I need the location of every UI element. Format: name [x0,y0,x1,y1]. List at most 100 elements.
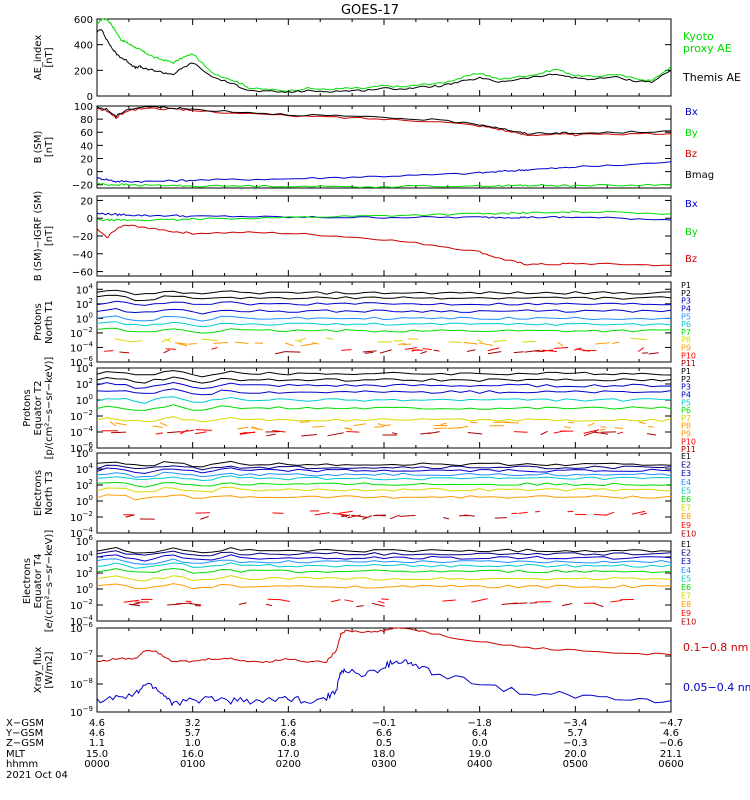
xaxis-value-z: 1.0 [185,738,201,749]
y-axis-label: Electrons [33,470,44,516]
legend-label-en-e2: E2 [681,461,691,470]
xaxis-value-x: 3.2 [185,718,201,729]
channel-line-pe-p4 [96,388,672,396]
channel-segment-pn-p11 [284,351,301,353]
y-axis-label: Xray_flux [33,647,44,694]
channel-line-pe-p3 [96,381,672,390]
xaxis-value-hhmm: 0500 [563,759,588,770]
channel-segment-pn-p11 [163,349,170,354]
xaxis-value-z: 0.0 [472,738,488,749]
channel-segment-ee-e10 [592,602,604,608]
channel-line-ee-e1 [96,546,672,554]
channel-segment-pn-p8 [522,340,536,343]
channel-segment-pe-p8 [587,422,595,427]
y-tick-label: −20 [72,232,93,243]
xaxis-row-label: X−GSM [6,718,44,729]
channel-segment-pe-p8 [109,421,117,427]
channel-segment-en-e9 [593,513,607,516]
channel-segment-pe-p10 [617,431,624,435]
series-line-xr-0108nm [97,627,672,664]
channel-segment-ee-e9 [331,599,341,603]
channel-segment-pn-p11 [524,349,540,353]
channel-segment-pe-p9 [447,427,461,429]
channel-segment-pe-p8 [384,424,391,427]
channel-line-ee-e6 [96,567,672,574]
legend-label-bi-by: By [685,227,698,238]
channel-segment-en-e10 [200,516,209,520]
legend-label-en-e7: E7 [681,504,691,513]
channel-line-en-e6 [96,481,672,488]
channel-segment-en-e10 [375,514,386,517]
legend-label-ee-e2: E2 [681,549,691,558]
channel-segment-pe-p11 [467,431,483,435]
xaxis-value-y: 4.6 [89,728,105,739]
channel-segment-pn-p9 [612,341,620,344]
xaxis-value-mlt: 16.0 [182,749,204,760]
y-tick-label: 10−4 [70,340,94,354]
xaxis-row-label: Y−GSM [5,728,43,739]
y-axis-label: [e/(cm²−s−sr−keV)] [44,530,55,633]
channel-segment-pn-p11 [466,349,476,352]
channel-segment-pe-p9 [599,428,606,431]
xaxis-value-z: 0.8 [280,738,296,749]
channel-segment-ee-e10 [188,603,202,606]
legend-label-b-bz: Bz [685,149,697,160]
channel-segment-ee-e10 [565,602,573,606]
channel-segment-pn-p9 [235,341,249,344]
channel-segment-pn-p10 [637,347,645,353]
channel-segment-pn-p9 [398,342,406,346]
legend-label-bi-bx: Bx [685,199,698,210]
series-line-bi-bz [96,224,671,267]
channel-segment-pn-p8 [294,339,303,343]
channel-segment-ee-e10 [371,602,385,607]
y-tick-label: 600 [74,15,93,26]
channel-segment-ee-e9 [610,599,623,603]
channel-segment-pn-p9 [595,342,610,345]
channel-segment-pe-p9 [251,426,264,431]
y-axis-label: North T1 [44,300,55,344]
channel-line-ee-e8 [96,583,672,590]
channel-segment-pn-p11 [379,349,392,354]
channel-segment-pe-p8 [353,423,367,427]
y-tick-label: 40 [80,141,93,152]
legend-label-en-e9: E9 [681,521,691,530]
channel-segment-pn-p11 [648,352,659,355]
legend-label-en-e5: E5 [681,486,691,495]
xaxis-value-mlt: 17.0 [277,749,299,760]
channel-segment-pn-p10 [211,347,218,350]
legend-label-b-by: By [685,128,698,139]
y-tick-label: 0 [87,92,93,103]
channel-segment-pn-p8 [161,337,172,343]
xaxis-value-z: 1.1 [89,738,105,749]
y-axis-label: North T3 [44,471,55,515]
channel-segment-pn-p8 [493,339,507,343]
channel-segment-pn-p9 [174,342,188,345]
channel-segment-pe-p11 [594,431,609,435]
legend-label-b-bx: Bx [685,107,698,118]
channel-segment-pn-p10 [422,348,432,351]
series-line-ae-kyotoproxyae [96,18,672,93]
y-tick-label: 0 [87,168,93,179]
y-tick-label: 104 [76,550,94,564]
channel-segment-en-e10 [351,514,368,518]
legend-label-ae-themis: Themis AE [682,71,741,84]
legend-label-en-e10: E10 [681,529,696,538]
channel-line-ee-e5 [96,562,672,569]
xaxis-value-y: 6.4 [280,728,296,739]
channel-segment-pn-p8 [201,338,218,342]
xaxis-value-hhmm: 0200 [276,759,301,770]
legend-label-en-e4: E4 [681,478,691,487]
channel-line-pn-p2 [96,294,672,302]
channel-line-pe-p5 [96,396,672,404]
y-axis-label: Protons [22,389,33,426]
legend-label-en-e8: E8 [681,512,691,521]
legend-label-ee-e3: E3 [681,557,691,566]
legend-label-ee-e8: E8 [681,600,691,609]
channel-line-pe-p2 [96,376,672,384]
channel-segment-pe-p10 [180,429,189,435]
y-tick-label: 102 [76,478,93,492]
series-line-bi-by [96,210,672,222]
channel-line-pe-p6 [96,404,672,411]
channel-segment-ee-e10 [356,605,364,608]
channel-segment-pe-p8 [440,422,447,425]
